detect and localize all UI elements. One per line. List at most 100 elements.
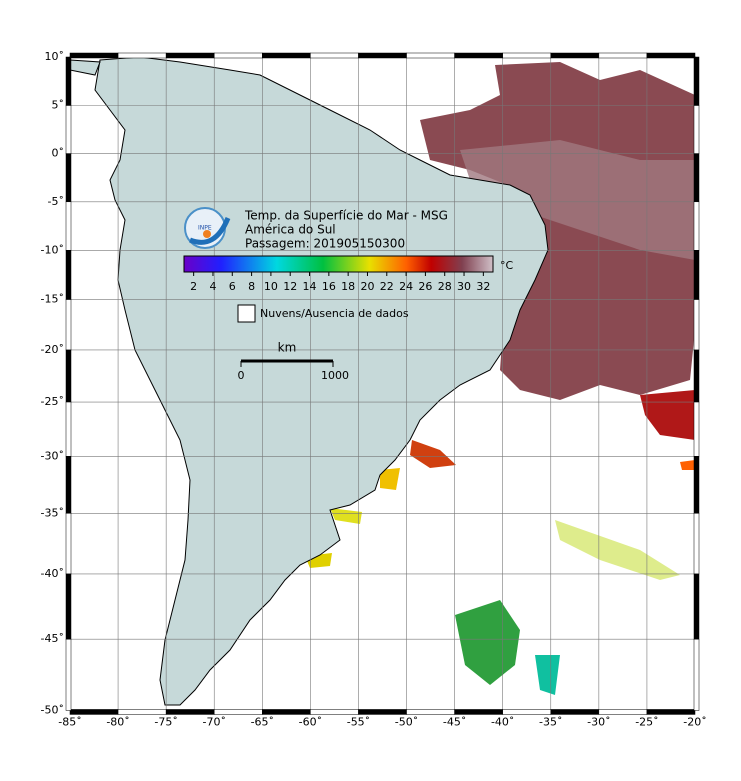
region: América do Sul	[245, 223, 336, 237]
lon-tick-label: -50˚	[395, 715, 418, 728]
lat-tick-label: -50˚	[41, 703, 64, 716]
colorbar-tick-label: 10	[264, 280, 278, 293]
legend-swatch	[237, 304, 256, 323]
title: Temp. da Superfície do Mar - MSG	[244, 209, 448, 223]
border-segment	[693, 153, 700, 203]
lat-tick-label: -25˚	[41, 395, 64, 408]
inset: INPE Temp. da Superfície do Mar - MSG Am…	[183, 207, 514, 382]
colorbar-tick-label: 18	[341, 280, 355, 293]
sst-orange	[410, 440, 456, 468]
colorbar-tick-label: 14	[303, 280, 317, 293]
border-segment	[693, 638, 700, 711]
lat-tick-label: -5˚	[48, 195, 64, 208]
colorbar-tick-label: 6	[229, 280, 236, 293]
colorbar-tick-label: 2	[190, 280, 197, 293]
sst-orange	[680, 460, 695, 470]
logo-dot	[203, 230, 211, 238]
border-segment	[693, 299, 700, 351]
colorbar-tick-label: 20	[360, 280, 374, 293]
border-segment	[65, 349, 72, 403]
border-segment	[598, 52, 648, 59]
lat-tick-label: 10˚	[45, 50, 65, 63]
border-segment	[358, 709, 407, 715]
lon-tick-label: -30˚	[587, 715, 610, 728]
border-segment	[693, 201, 700, 251]
border-segment	[65, 56, 72, 106]
pass: Passagem: 201905150300	[245, 237, 405, 251]
lon-tick-label: -20˚	[683, 715, 706, 728]
lon-tick-label: -45˚	[443, 715, 466, 728]
border-segment	[65, 573, 72, 640]
sst-red	[640, 390, 695, 440]
lon-tick-label: -75˚	[154, 715, 177, 728]
lon-tick-label: -80˚	[106, 715, 129, 728]
colorbar-tick-label: 12	[283, 280, 297, 293]
border-segment	[117, 52, 167, 59]
sst-yellow	[330, 508, 362, 524]
border-segment	[117, 709, 167, 715]
border-segment	[406, 52, 455, 59]
border-segment	[165, 709, 215, 715]
border-segment	[358, 52, 407, 59]
colorbar-tick-label: 30	[457, 280, 471, 293]
border-segment	[65, 153, 72, 203]
colorbar-tick-label: 24	[399, 280, 413, 293]
sst-teal	[535, 655, 560, 695]
colorbar-tick-label: 26	[418, 280, 432, 293]
border-segment	[65, 638, 72, 711]
border-segment	[693, 105, 700, 154]
sst-warm-light	[460, 140, 695, 260]
colorbar-tick-label: 8	[248, 280, 255, 293]
sst-yellow	[380, 468, 400, 490]
logo-text: INPE	[198, 225, 212, 232]
lat-tick-label: -35˚	[41, 506, 64, 519]
lon-tick-label: -85˚	[58, 715, 81, 728]
legend-label: Nuvens/Ausencia de dados	[260, 307, 409, 320]
border-segment	[310, 52, 359, 59]
border-segment	[213, 709, 263, 715]
colorbar-ticks: 2 4 6 8 10 12 14 16 18 20 22 24 26 28 30 32	[190, 272, 490, 293]
border-segment	[65, 401, 72, 457]
border-segment	[646, 709, 696, 715]
border-segment	[693, 349, 700, 403]
lon-tick-label: -60˚	[299, 715, 322, 728]
lon-tick-label: -55˚	[347, 715, 370, 728]
colorbar	[183, 255, 494, 273]
sst-warm	[420, 62, 695, 400]
colorbar-tick-label: 32	[476, 280, 490, 293]
lat-tick-label: -30˚	[41, 449, 64, 462]
border-segment	[213, 52, 263, 59]
border-segment	[65, 299, 72, 351]
colorbar-tick-label: 16	[322, 280, 336, 293]
border-segment	[454, 709, 503, 715]
border-segment	[693, 513, 700, 575]
border-segment	[693, 250, 700, 300]
colorbar-tick-label: 4	[209, 280, 216, 293]
lat-tick-label: 0˚	[52, 147, 65, 160]
border-segment	[65, 513, 72, 575]
border-segment	[550, 52, 600, 59]
lon-tick-label: -40˚	[491, 715, 514, 728]
scale-end: 1000	[321, 369, 349, 382]
lon-tick-label: -35˚	[539, 715, 562, 728]
border-segment	[598, 709, 648, 715]
central-america	[70, 59, 101, 76]
lat-tick-label: 5˚	[52, 99, 65, 112]
lat-tick-label: -40˚	[41, 567, 64, 580]
border-segment	[646, 52, 696, 59]
logo-arrow	[189, 217, 231, 245]
border-segment	[165, 52, 215, 59]
border-segment	[65, 105, 72, 154]
colorbar-tick-label: 28	[438, 280, 452, 293]
border-segment	[550, 709, 600, 715]
lat-tick-label: -20˚	[41, 343, 64, 356]
border-segment	[65, 201, 72, 251]
border-segment	[693, 573, 700, 640]
border-segment	[69, 52, 119, 59]
sst-green	[455, 600, 520, 685]
colorbar-tick-label: 22	[380, 280, 394, 293]
sst-yellow-green	[555, 520, 680, 580]
border-segment	[262, 52, 311, 59]
border-segment	[693, 401, 700, 457]
